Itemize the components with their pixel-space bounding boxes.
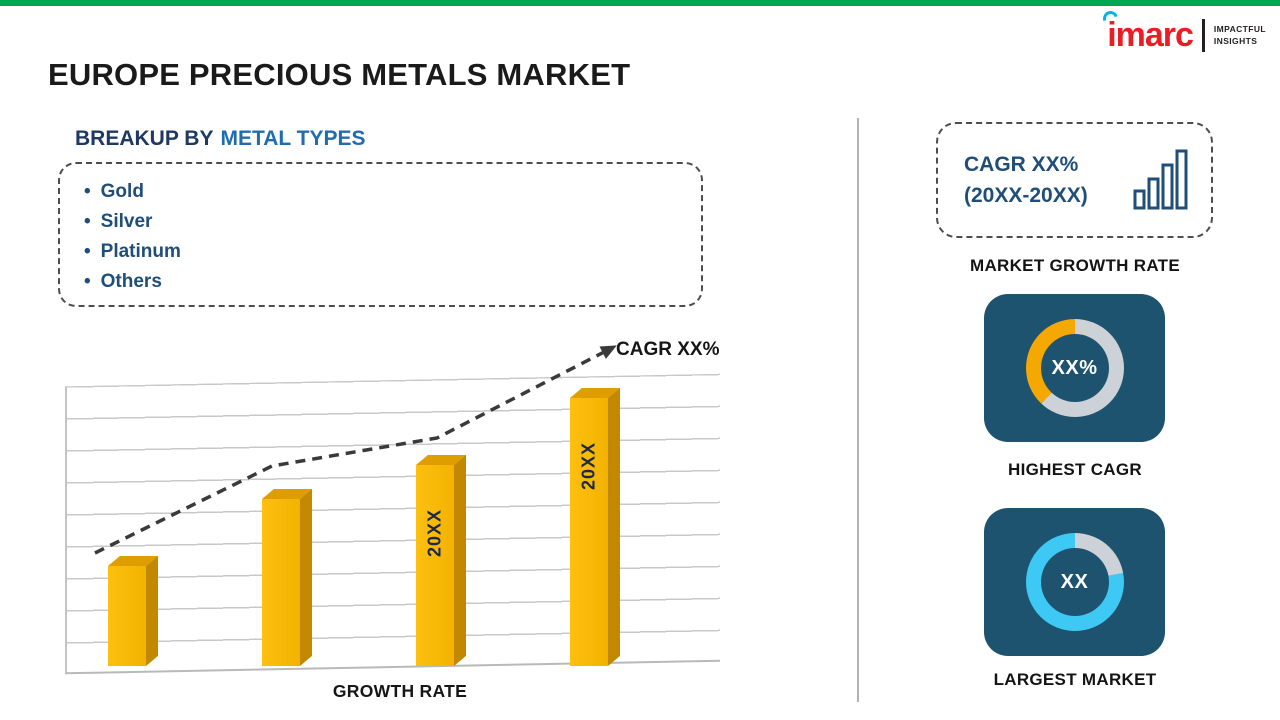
bar-chart-icon bbox=[1133, 149, 1188, 210]
bullet-icon: • bbox=[84, 241, 91, 262]
highest-cagr-card: XX% bbox=[984, 294, 1165, 442]
logo-divider bbox=[1201, 19, 1205, 52]
bullet-icon: • bbox=[84, 211, 91, 232]
list-item-label: Others bbox=[100, 271, 162, 292]
list-item-label: Silver bbox=[100, 211, 153, 232]
donut-hole bbox=[1040, 548, 1109, 616]
chart-bar bbox=[262, 499, 300, 666]
list-item: • Platinum bbox=[84, 237, 701, 267]
cagr-box-line1: CAGR XX% bbox=[964, 152, 1079, 176]
breakup-heading-highlight: METAL TYPES bbox=[220, 127, 366, 150]
chart-bars: 20XX 20XX bbox=[60, 338, 740, 670]
metal-types-box: • Gold • Silver • Platinum • Others bbox=[58, 162, 703, 307]
top-accent-bar bbox=[0, 0, 1280, 6]
list-item-label: Gold bbox=[100, 181, 144, 202]
chart-x-label: GROWTH RATE bbox=[332, 681, 468, 701]
donut-chart-yellow: XX% bbox=[1025, 319, 1124, 417]
breakup-heading-prefix: BREAKUP BY bbox=[75, 127, 214, 150]
list-item-label: Platinum bbox=[100, 241, 181, 262]
market-growth-rate-label: MARKET GROWTH RATE bbox=[969, 256, 1180, 275]
cagr-annotation: CAGR XX% bbox=[616, 339, 720, 360]
logo-text: imarc bbox=[1107, 16, 1194, 54]
bullet-icon: • bbox=[84, 271, 91, 292]
page-title: EUROPE PRECIOUS METALS MARKET bbox=[48, 57, 631, 92]
largest-market-label: LARGEST MARKET bbox=[993, 670, 1157, 689]
highest-cagr-label: HIGHEST CAGR bbox=[1008, 460, 1142, 479]
donut-value: XX bbox=[1060, 570, 1089, 593]
cagr-box-line2: (20XX-20XX) bbox=[964, 184, 1088, 207]
chart-bar: 20XX bbox=[570, 398, 608, 666]
chart-bar bbox=[108, 566, 146, 666]
logo-brand: imarc bbox=[1100, 8, 1194, 55]
vertical-divider bbox=[857, 118, 859, 702]
donut-value: XX% bbox=[1051, 356, 1098, 379]
trend-arrow bbox=[94, 345, 617, 555]
growth-rate-chart: 20XX 20XX CAGR XX% bbox=[60, 338, 740, 675]
chart-bar: 20XX bbox=[416, 465, 454, 666]
imarc-logo: imarc IMPACTFUL INSIGHTS bbox=[1100, 8, 1266, 55]
list-item: • Silver bbox=[84, 207, 701, 237]
largest-market-card: XX bbox=[984, 508, 1165, 656]
cagr-box: CAGR XX% (20XX-20XX) bbox=[936, 122, 1213, 238]
donut-chart-cyan: XX bbox=[1025, 533, 1124, 631]
donut-hole bbox=[1040, 334, 1109, 402]
logo-tagline-line2: INSIGHTS bbox=[1213, 35, 1258, 46]
bullet-icon: • bbox=[84, 181, 91, 202]
cagr-box-text: CAGR XX% (20XX-20XX) bbox=[964, 149, 1088, 212]
logo-tagline: IMPACTFUL INSIGHTS bbox=[1214, 24, 1266, 48]
logo-tagline-line1: IMPACTFUL bbox=[1213, 23, 1266, 34]
list-item: • Others bbox=[84, 267, 701, 297]
list-item: • Gold bbox=[84, 177, 701, 207]
breakup-heading: BREAKUP BY METAL TYPES bbox=[75, 127, 366, 151]
